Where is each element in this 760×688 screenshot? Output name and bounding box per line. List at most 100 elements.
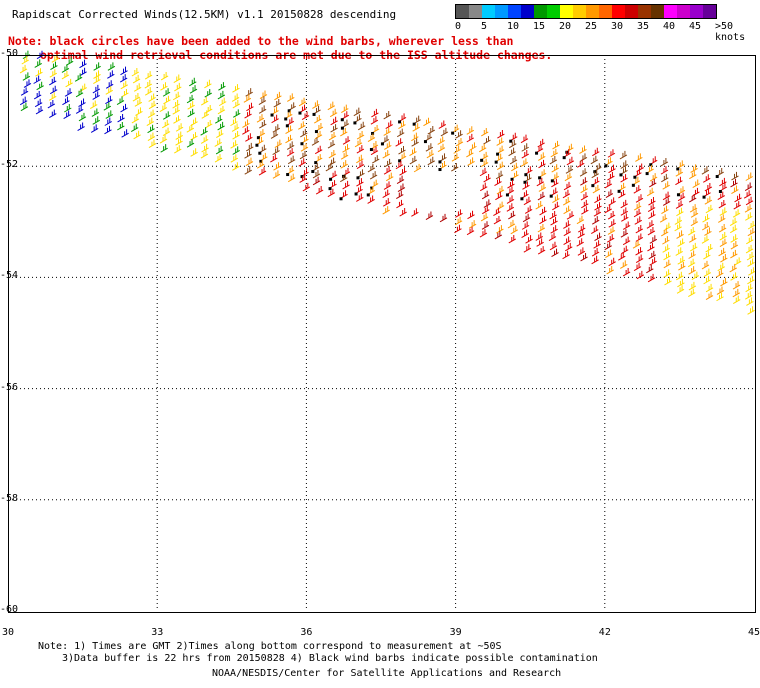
wind-barb bbox=[581, 206, 589, 215]
wind-barb bbox=[662, 244, 670, 253]
wind-barb bbox=[690, 164, 698, 173]
wind-barb bbox=[550, 225, 558, 234]
contamination-dot bbox=[312, 112, 316, 116]
wind-barb bbox=[594, 232, 602, 242]
wind-barb bbox=[646, 264, 654, 274]
wind-barb bbox=[411, 138, 419, 147]
latitude-label: -58 bbox=[0, 492, 19, 504]
wind-barb bbox=[354, 138, 363, 148]
wind-barb bbox=[580, 184, 588, 194]
wind-barb bbox=[552, 194, 560, 203]
contamination-dot bbox=[340, 126, 344, 130]
legend-label: 40 bbox=[663, 21, 676, 32]
longitude-label: 39 bbox=[449, 627, 462, 638]
wind-barb bbox=[663, 269, 671, 278]
wind-barb bbox=[231, 93, 240, 102]
wind-barb bbox=[692, 187, 700, 197]
wind-barb bbox=[733, 257, 742, 266]
legend-swatch bbox=[690, 5, 703, 18]
wind-barb bbox=[369, 171, 378, 180]
wind-barb bbox=[690, 242, 698, 252]
wind-barb bbox=[242, 126, 250, 135]
contamination-dot bbox=[538, 176, 542, 180]
wind-barb bbox=[426, 149, 435, 159]
wind-barb bbox=[342, 180, 350, 190]
wind-barb bbox=[635, 233, 644, 242]
wind-barb bbox=[357, 121, 366, 131]
wind-barb bbox=[703, 268, 712, 278]
legend-swatch bbox=[612, 5, 625, 18]
wind-barb bbox=[92, 91, 100, 100]
wind-barb bbox=[92, 116, 100, 125]
wind-barb bbox=[20, 87, 29, 96]
wind-barb bbox=[200, 97, 209, 106]
wind-barb bbox=[466, 133, 475, 143]
contamination-dot bbox=[438, 168, 442, 172]
wind-barb bbox=[634, 216, 643, 225]
wind-barb bbox=[327, 101, 336, 111]
contamination-dot bbox=[284, 117, 288, 121]
wind-barb bbox=[63, 110, 71, 119]
wind-barb bbox=[690, 217, 699, 227]
wind-barb bbox=[218, 82, 226, 91]
contamination-dot bbox=[369, 148, 373, 152]
longitude-label: 36 bbox=[300, 627, 313, 638]
wind-barb bbox=[479, 182, 488, 192]
contamination-dot bbox=[451, 131, 455, 135]
wind-barb bbox=[497, 130, 505, 139]
wind-barb bbox=[663, 222, 672, 232]
wind-barb bbox=[93, 62, 101, 71]
wind-barb bbox=[479, 167, 488, 177]
contamination-dot bbox=[520, 197, 524, 201]
footer-note-2: 3)Data buffer is 22 hrs from 20150828 4)… bbox=[62, 653, 598, 664]
wind-barb bbox=[732, 209, 741, 218]
wind-barb bbox=[622, 236, 631, 246]
wind-barb bbox=[438, 120, 447, 129]
wind-barb bbox=[34, 98, 43, 108]
wind-barb bbox=[510, 225, 519, 235]
wind-barb bbox=[201, 143, 209, 153]
wind-barb bbox=[75, 88, 84, 98]
wind-barb bbox=[509, 155, 518, 165]
wind-barb bbox=[163, 95, 171, 105]
wind-barb bbox=[384, 158, 392, 168]
wind-barb bbox=[689, 204, 698, 213]
wind-barb bbox=[173, 115, 181, 124]
wind-barb bbox=[649, 178, 657, 188]
wind-barb bbox=[117, 121, 125, 131]
wind-barb bbox=[398, 120, 406, 130]
chart-title: Rapidscat Corrected Winds(12.5KM) v1.1 2… bbox=[12, 8, 397, 21]
wind-barb bbox=[469, 142, 477, 151]
wind-barb bbox=[105, 95, 113, 105]
wind-barb bbox=[718, 199, 727, 209]
wind-barb bbox=[551, 164, 559, 173]
contamination-dot bbox=[300, 175, 304, 179]
wind-barb bbox=[718, 247, 726, 257]
wind-barb bbox=[132, 93, 141, 102]
wind-barb bbox=[563, 181, 572, 191]
wind-barb bbox=[675, 247, 683, 256]
wind-barb bbox=[258, 96, 267, 105]
contamination-dot bbox=[549, 194, 553, 198]
wind-barb bbox=[395, 160, 404, 170]
wind-barb bbox=[451, 163, 459, 172]
wind-barb bbox=[734, 193, 742, 203]
wind-barb bbox=[733, 201, 741, 210]
wind-barb bbox=[328, 131, 337, 141]
legend-swatch bbox=[482, 5, 495, 18]
wind-barb bbox=[162, 111, 171, 120]
wind-barb bbox=[107, 62, 116, 71]
wind-barb bbox=[356, 145, 365, 154]
wind-barb bbox=[687, 227, 696, 236]
wind-barb bbox=[730, 241, 739, 250]
wind-barb bbox=[78, 112, 87, 122]
longitude-label: 30 bbox=[2, 627, 15, 638]
wind-barb bbox=[396, 175, 405, 185]
wind-barb bbox=[130, 123, 139, 133]
wind-barb bbox=[608, 257, 616, 267]
wind-barb bbox=[174, 145, 182, 154]
wind-barb bbox=[298, 121, 306, 130]
wind-barb bbox=[356, 178, 364, 187]
wind-barb bbox=[382, 150, 390, 159]
wind-barb bbox=[579, 168, 588, 177]
